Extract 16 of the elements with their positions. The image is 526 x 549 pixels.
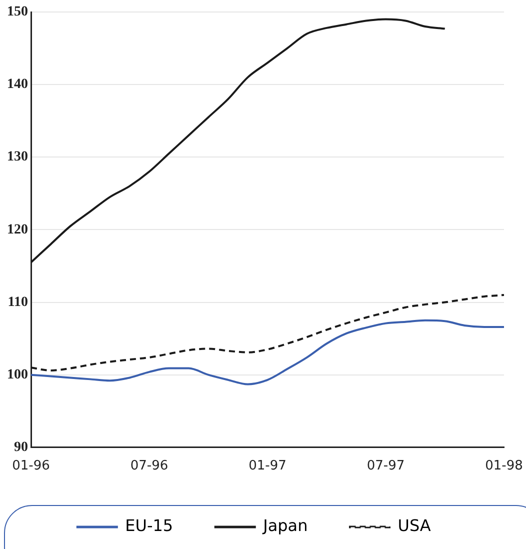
y-tick-label: 150 <box>7 4 28 20</box>
line-series <box>31 319 504 386</box>
x-tick-label: 07-97 <box>366 458 405 474</box>
x-tick-label: 01-96 <box>12 458 50 474</box>
x-tick-label: 07-96 <box>130 458 168 474</box>
y-tick-label: 120 <box>7 222 28 238</box>
legend-label: USA <box>398 516 431 536</box>
y-tick-label: 100 <box>7 367 28 382</box>
y-tick-label: 90 <box>14 440 28 456</box>
y-tick-label: 140 <box>7 77 28 92</box>
x-tick-label: 01-97 <box>248 458 286 474</box>
legend-label: EU-15 <box>125 516 174 536</box>
legend-label: Japan <box>262 516 308 536</box>
x-tick-label: 01-98 <box>485 458 523 474</box>
y-tick-label: 110 <box>8 294 28 310</box>
y-tick-label: 130 <box>7 150 28 165</box>
